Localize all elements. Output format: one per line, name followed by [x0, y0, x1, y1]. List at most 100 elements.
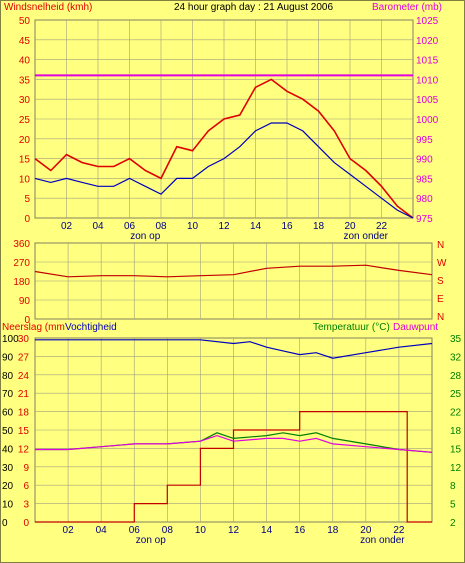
- wind-ytick-30: 30: [19, 95, 31, 106]
- rain-ytick-21: 21: [18, 389, 30, 400]
- temperature-ytick-22: 22: [450, 408, 462, 419]
- humidity-ytick-90: 90: [2, 352, 14, 363]
- barometer-ytick-1020: 1020: [416, 36, 439, 47]
- wind-xtick-08: 08: [155, 221, 167, 232]
- climate-xtick-08: 08: [162, 525, 174, 536]
- climate-xtick-16: 16: [294, 525, 306, 536]
- climate-xtick-20: 20: [360, 525, 372, 536]
- climate-xtick-18: 18: [327, 525, 339, 536]
- rain-ytick-12: 12: [18, 444, 30, 455]
- humidity-ytick-20: 20: [2, 481, 14, 492]
- temperature-ytick-5: 5: [450, 500, 456, 511]
- humidity-ytick-70: 70: [2, 389, 14, 400]
- rain-ytick-9: 9: [23, 463, 29, 474]
- barometer-ytick-980: 980: [416, 194, 433, 205]
- climate-xtick-10: 10: [195, 525, 207, 536]
- rain-ytick-30: 30: [18, 334, 30, 345]
- dir-label-n-top: N: [437, 240, 444, 251]
- temperature-ytick-28: 28: [450, 371, 462, 382]
- climate-xtick-22: 22: [393, 525, 405, 536]
- wind-xtick-10: 10: [187, 221, 199, 232]
- barometer-ytick-985: 985: [416, 174, 433, 185]
- barometer-ytick-1015: 1015: [416, 56, 439, 67]
- temperature-ytick-25: 25: [450, 389, 462, 400]
- wind-xtick-14: 14: [250, 221, 262, 232]
- wind-ytick-5: 5: [24, 194, 30, 205]
- humidity-ytick-100: 100: [2, 334, 19, 345]
- wind-xtick-18: 18: [313, 221, 325, 232]
- barometer-axis-title: Barometer (mb): [372, 2, 442, 13]
- direction-line: [34, 264, 433, 278]
- wind-ytick-0: 0: [24, 214, 30, 225]
- humidity-ytick-60: 60: [2, 408, 14, 419]
- wind-xtick-06: 06: [124, 221, 136, 232]
- dir-label-n-bottom: N: [437, 312, 444, 323]
- temperature-ytick-15: 15: [450, 444, 462, 455]
- temperature-ytick-8: 8: [450, 481, 456, 492]
- direction-ytick-90: 90: [19, 296, 31, 307]
- rain-axis-title: Neerslag (mm: [2, 322, 65, 333]
- wind-xtick-20: 20: [344, 221, 356, 232]
- barometer-ytick-1025: 1025: [416, 16, 439, 27]
- climate-xtick-06: 06: [129, 525, 141, 536]
- humidity-line: [35, 339, 433, 359]
- wind-xtick-04: 04: [92, 221, 104, 232]
- rain-ytick-24: 24: [18, 371, 30, 382]
- rain-ytick-6: 6: [23, 481, 29, 492]
- barometer-ytick-975: 975: [416, 214, 433, 225]
- wind-avg-line: [34, 122, 414, 219]
- wind-annotation-0: zon op: [130, 231, 160, 242]
- humidity-ytick-30: 30: [2, 463, 14, 474]
- dewpoint-axis-title: Dauwpunt: [393, 322, 438, 333]
- humidity-ytick-0: 0: [2, 518, 8, 529]
- climate-xtick-14: 14: [261, 525, 273, 536]
- rain-ytick-3: 3: [23, 500, 29, 511]
- direction-ytick-360: 360: [13, 239, 30, 250]
- direction-ytick-180: 180: [13, 277, 30, 288]
- barometer-ytick-990: 990: [416, 155, 433, 166]
- humidity-ytick-50: 50: [2, 426, 14, 437]
- temperature-axis-title: Temperatuur (°C): [313, 322, 390, 333]
- humidity-ytick-80: 80: [2, 371, 14, 382]
- barometer-ytick-1000: 1000: [416, 115, 439, 126]
- humidity-ytick-10: 10: [2, 500, 14, 511]
- climate-xtick-02: 02: [63, 525, 75, 536]
- rain-ytick-27: 27: [18, 352, 30, 363]
- wind-xtick-16: 16: [281, 221, 293, 232]
- barometer-ytick-1005: 1005: [416, 95, 439, 106]
- temperature-ytick-18: 18: [450, 426, 462, 437]
- rain-ytick-0: 0: [23, 518, 29, 529]
- chart-title: 24 hour graph day : 21 August 2006: [174, 2, 333, 13]
- climate-xtick-04: 04: [96, 525, 108, 536]
- barometer-ytick-995: 995: [416, 135, 433, 146]
- wind-ytick-15: 15: [19, 155, 31, 166]
- wind-ytick-40: 40: [19, 56, 31, 67]
- dir-label-e: E: [437, 294, 444, 305]
- climate-annotation-0: zon op: [136, 535, 166, 546]
- chart-layer: 0510152025303540455097598098599099510001…: [2, 16, 462, 546]
- temperature-ytick-2: 2: [450, 518, 456, 529]
- wind-ytick-50: 50: [19, 16, 31, 27]
- wind-xtick-22: 22: [376, 221, 388, 232]
- wind-gust-line: [34, 78, 414, 219]
- wind-ytick-10: 10: [19, 174, 31, 185]
- climate-xtick-12: 12: [228, 525, 240, 536]
- wind-ytick-20: 20: [19, 135, 31, 146]
- humidity-axis-title: Vochtigheid: [65, 322, 117, 333]
- direction-ytick-0: 0: [24, 315, 30, 326]
- wind-ytick-45: 45: [19, 36, 31, 47]
- wind-xtick-12: 12: [218, 221, 230, 232]
- humidity-ytick-40: 40: [2, 444, 14, 455]
- dewpoint-line: [35, 434, 433, 453]
- dir-label-w: W: [437, 258, 447, 269]
- temperature-ytick-32: 32: [450, 352, 462, 363]
- climate-annotation-1: zon onder: [360, 535, 405, 546]
- wind-annotation-1: zon onder: [344, 231, 389, 242]
- wind-axis-title: Windsnelheid (kmh): [4, 2, 92, 13]
- direction-ytick-270: 270: [13, 258, 30, 269]
- temperature-ytick-12: 12: [450, 463, 462, 474]
- rain-ytick-18: 18: [18, 408, 30, 419]
- temperature-ytick-35: 35: [450, 334, 462, 345]
- dir-label-s: S: [437, 276, 444, 287]
